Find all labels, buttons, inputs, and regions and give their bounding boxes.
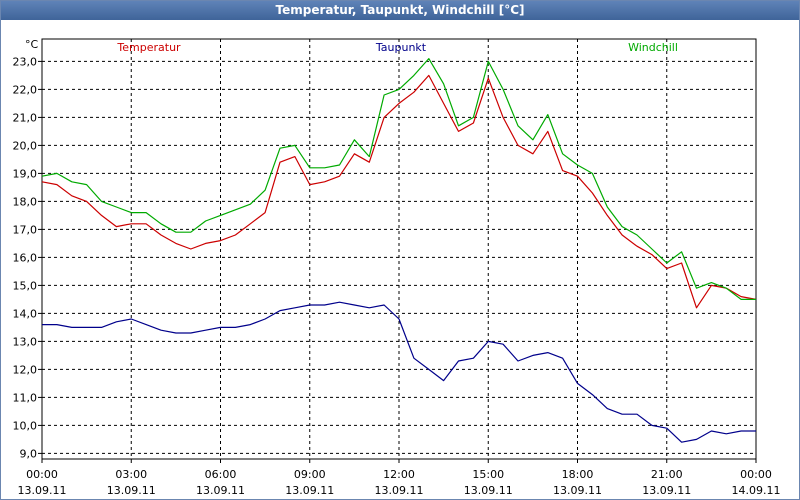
x-tick-label-time: 03:00 [115, 468, 147, 481]
chart-title: Temperatur, Taupunkt, Windchill [°C] [1, 1, 799, 20]
legend: Temperatur Taupunkt Windchill [116, 41, 678, 54]
grid-lines [42, 39, 756, 459]
y-tick-label: 19,0 [13, 167, 38, 180]
y-tick-label: 17,0 [13, 223, 38, 236]
y-tick-label: 14,0 [13, 307, 38, 320]
x-tick-label-date: 13.09.11 [642, 484, 691, 497]
legend-taupunkt: Taupunkt [375, 41, 427, 54]
x-tick-label-time: 15:00 [472, 468, 504, 481]
series-lines [41, 57, 757, 443]
y-tick-label: 10,0 [13, 419, 38, 432]
series-line-temperatur [41, 74, 757, 309]
x-tick-label-time: 18:00 [562, 468, 594, 481]
x-tick-label-date: 13.09.11 [107, 484, 156, 497]
x-tick-label-time: 21:00 [651, 468, 683, 481]
y-tick-label: 21,0 [13, 111, 38, 124]
x-tick-label-time: 00:00 [26, 468, 58, 481]
x-tick-label-date: 13.09.11 [375, 484, 424, 497]
series-line-taupunkt [42, 301, 756, 443]
y-tick-label: 9,0 [20, 447, 38, 460]
y-tick-label: 20,0 [13, 139, 38, 152]
x-axis: 00:00 13.09.11 03:00 13.09.11 06:00 13.09.11 0… [18, 459, 781, 497]
x-tick-label-date: 13.09.11 [464, 484, 513, 497]
y-tick-label: 16,0 [13, 251, 38, 264]
x-tick-label-date: 14.09.11 [732, 484, 781, 497]
x-tick-label-time: 12:00 [383, 468, 415, 481]
x-tick-label-date: 13.09.11 [553, 484, 602, 497]
x-tick-label-date: 13.09.11 [196, 484, 245, 497]
x-tick-label-time: 00:00 [740, 468, 772, 481]
x-tick-label-time: 06:00 [205, 468, 237, 481]
series-line-windchill [41, 57, 756, 300]
x-tick-label-date: 13.09.11 [285, 484, 334, 497]
legend-windchill: Windchill [628, 41, 678, 54]
y-axis: 9,0 10,0 11,0 12,0 13,0 14,0 15,0 16,0 17,0 18,0 1… [13, 55, 42, 460]
x-tick-label-date: 13.09.11 [18, 484, 67, 497]
y-axis-unit: °C [25, 38, 39, 51]
y-tick-label: 22,0 [13, 83, 38, 96]
line-chart: 9,0 10,0 11,0 12,0 13,0 14,0 15,0 16,0 17,0 18,0 1… [13, 38, 781, 497]
y-tick-label: 13,0 [13, 335, 38, 348]
y-tick-label: 12,0 [13, 363, 38, 376]
legend-temperatur: Temperatur [116, 41, 181, 54]
y-tick-label: 18,0 [13, 195, 38, 208]
x-tick-label-time: 09:00 [294, 468, 326, 481]
y-tick-label: 15,0 [13, 279, 38, 292]
y-tick-label: 11,0 [13, 391, 38, 404]
y-tick-label: 23,0 [13, 55, 38, 68]
